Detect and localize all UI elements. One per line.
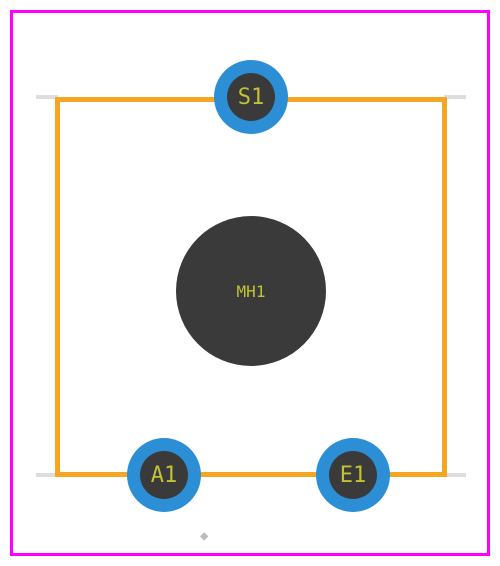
pad-label: S1 — [238, 85, 265, 110]
trace-stub — [444, 473, 466, 477]
pad-label: A1 — [151, 463, 178, 488]
pad-a1: A1 — [127, 438, 201, 512]
mounting-hole-label: MH1 — [237, 282, 266, 301]
pad-e1: E1 — [316, 438, 390, 512]
pad-s1: S1 — [214, 60, 288, 134]
origin-marker: ◆ — [200, 528, 208, 544]
trace-stub — [444, 95, 466, 99]
mounting-hole: MH1 — [176, 216, 326, 366]
pad-label: E1 — [340, 463, 367, 488]
